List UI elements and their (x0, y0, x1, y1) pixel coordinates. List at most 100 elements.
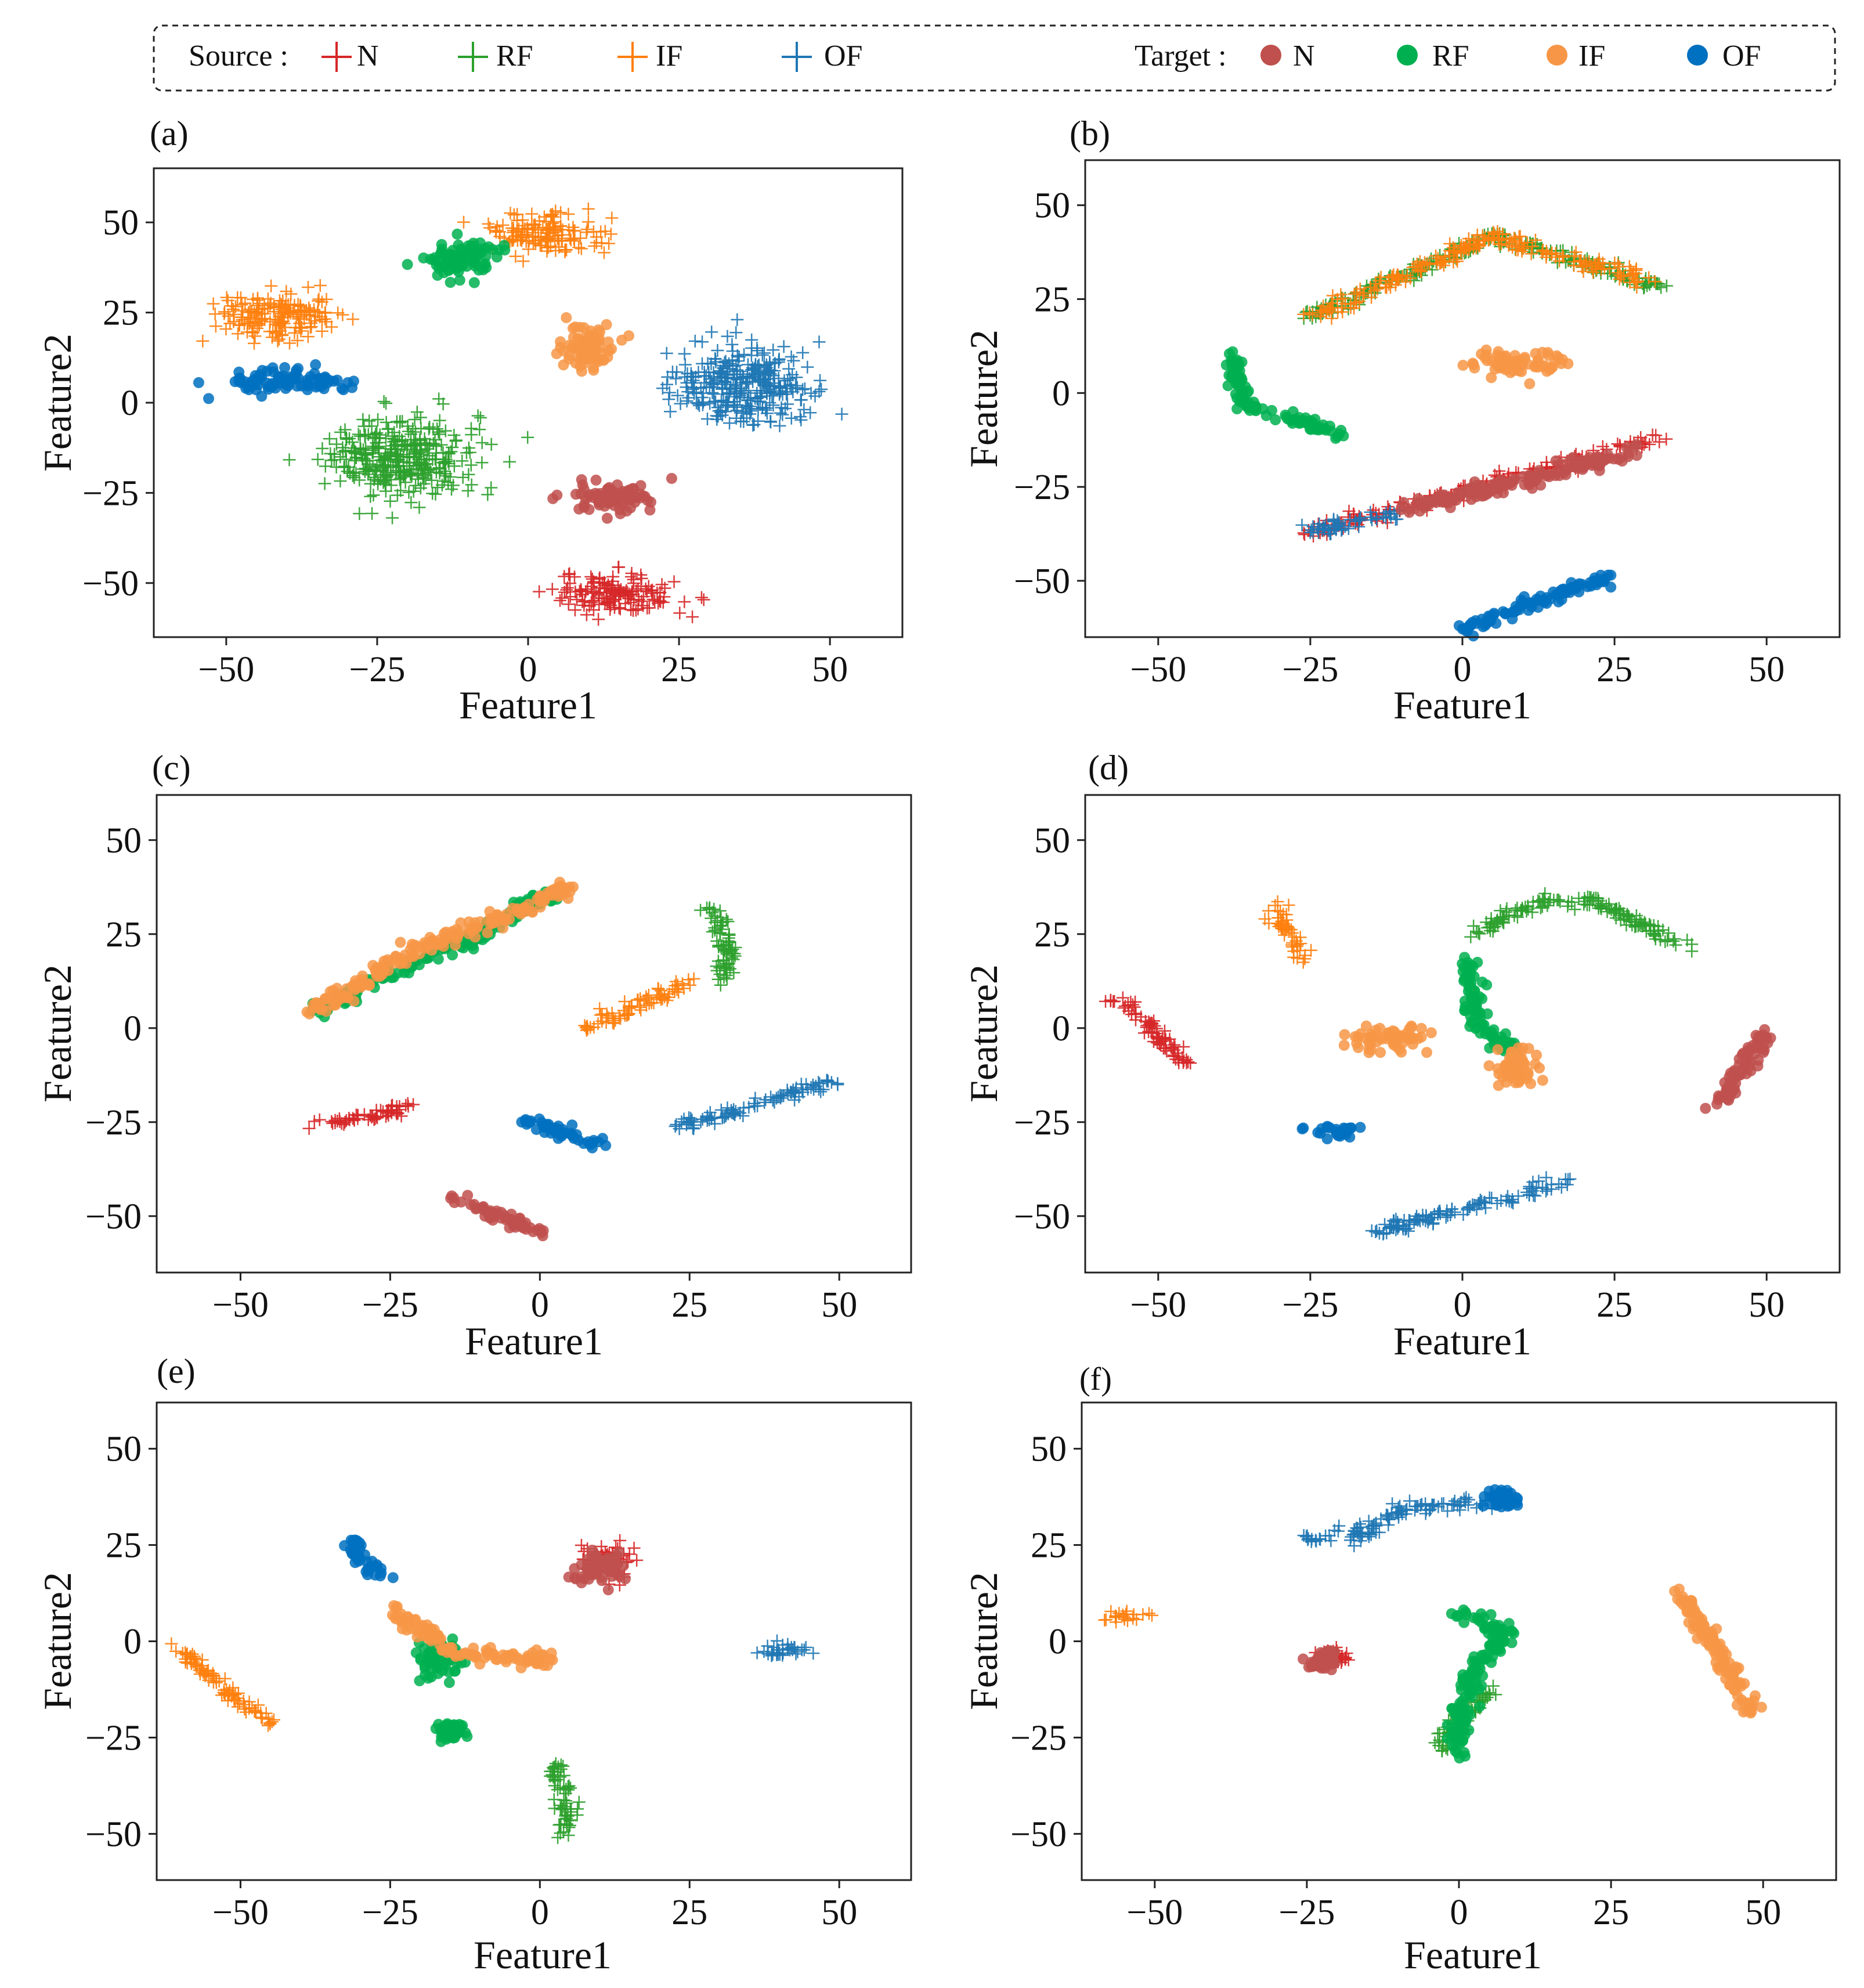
x-tick-label: 0 (531, 1893, 549, 1932)
target-of-point (1507, 613, 1518, 625)
x-tick-label: −25 (362, 1285, 418, 1325)
source-rf-point (341, 465, 354, 478)
source-if-point (588, 240, 601, 253)
y-tick-label: 50 (106, 821, 142, 861)
source-if-point (299, 304, 313, 317)
source-rf-point (419, 472, 432, 486)
source-n-point (624, 570, 638, 583)
source-rf-point (439, 467, 453, 480)
target-rf-point (451, 228, 463, 240)
source-if-point (301, 330, 315, 344)
x-tick-label: −50 (212, 1285, 269, 1325)
legend-source-if-marker (617, 42, 648, 72)
legend-plus-marker (458, 42, 488, 72)
source-if-point (548, 225, 562, 238)
target-n-point (1420, 496, 1432, 507)
target-if-point (1480, 344, 1492, 356)
target-if-point (594, 326, 606, 338)
source-of-point (663, 386, 676, 399)
source-rf-point (384, 494, 397, 508)
source-rf-point (429, 487, 442, 501)
source-if-point (1282, 898, 1295, 912)
target-of-point (1552, 589, 1563, 601)
source-rf-point (465, 478, 478, 491)
source-rf-point (389, 435, 402, 448)
source-rf-point (393, 416, 407, 429)
source-of-point (815, 382, 828, 396)
source-if-point (1146, 1609, 1158, 1622)
source-rf-point (356, 453, 369, 466)
source-rf-point (475, 456, 489, 469)
target-if-point (391, 1601, 403, 1613)
legend: Source : N RF IF OF Target : N RF IF (153, 24, 1836, 92)
target-if-point (587, 362, 599, 373)
target-if-point (548, 883, 560, 895)
target-rf-point (1480, 1028, 1491, 1040)
panel-c-label: (c) (152, 749, 191, 787)
source-rf-point (446, 440, 459, 454)
source-n-point (580, 608, 593, 621)
source-rf-point (418, 457, 432, 471)
source-if-point (276, 294, 290, 308)
target-of-point (257, 364, 268, 376)
source-rf-point (1651, 277, 1664, 291)
source-rf-point (1660, 279, 1673, 292)
source-if-point (1274, 905, 1287, 919)
y-tick-label: 0 (121, 384, 139, 423)
source-n-point (1649, 429, 1663, 442)
legend-source-n: N (321, 39, 379, 73)
source-if-point (590, 230, 604, 244)
target-of-point (1464, 619, 1476, 631)
source-if-point (346, 313, 359, 326)
source-n-point (630, 584, 643, 598)
target-if-point (1493, 1080, 1504, 1091)
source-if-point (239, 297, 252, 310)
source-rf-point (474, 411, 487, 424)
panel-b-frame (1084, 159, 1841, 638)
legend-plus-marker (782, 42, 812, 72)
target-if-point (450, 1651, 461, 1662)
target-if-point (551, 348, 562, 360)
target-of-point (387, 1572, 399, 1584)
source-if-point (604, 227, 617, 241)
y-tick-label: 0 (124, 1009, 142, 1049)
target-n-point (1578, 457, 1590, 469)
panel-d-marks (1099, 887, 1776, 1241)
source-rf-point (414, 411, 427, 424)
source-if-point (288, 299, 301, 312)
source-if-point (605, 211, 619, 225)
source-rf-point (714, 978, 727, 992)
target-rf-point (436, 243, 448, 255)
source-rf-point (409, 479, 422, 492)
panel-d-xlabel: Feature1 (1393, 1319, 1531, 1363)
target-n-point (576, 1577, 587, 1589)
source-rf-point (445, 483, 458, 496)
source-rf-point (485, 481, 498, 494)
target-of-point (1314, 1127, 1326, 1139)
source-if-point (247, 326, 260, 339)
source-n-point (634, 568, 648, 581)
source-if-point (581, 203, 595, 216)
target-n-point (1558, 467, 1570, 479)
source-rf-point (471, 409, 485, 422)
target-of-point (584, 1139, 596, 1151)
target-rf-point (1335, 425, 1347, 436)
source-if-point (291, 306, 305, 319)
source-rf-point (386, 511, 399, 525)
source-rf-point (429, 439, 443, 453)
y-tick-label: −50 (85, 1814, 142, 1854)
panel-d-label: (d) (1088, 749, 1129, 787)
source-if-point (325, 320, 338, 334)
source-of-point (797, 403, 811, 416)
legend-source-rf-marker (458, 42, 488, 72)
y-tick-label: 50 (103, 203, 139, 243)
legend-target-of-marker (1687, 45, 1708, 66)
x-tick-label: −50 (212, 1893, 269, 1932)
source-n-point (560, 583, 573, 597)
source-if-point (283, 337, 297, 350)
source-n-point (575, 1539, 588, 1552)
source-rf-point (316, 442, 329, 455)
